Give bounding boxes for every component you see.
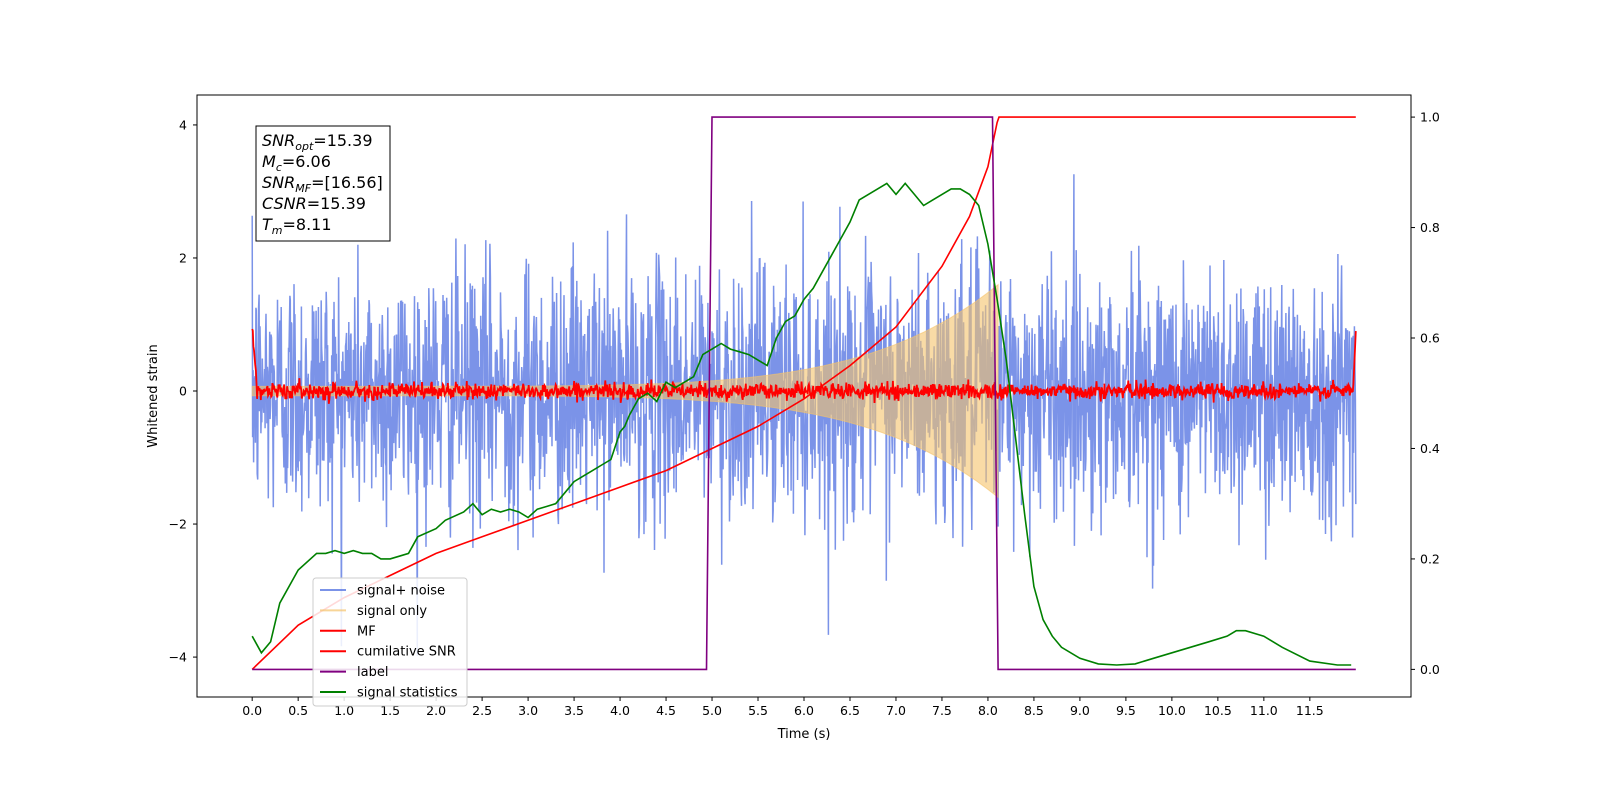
x-tick-label: 8.0 [978, 703, 998, 718]
x-tick-label: 9.5 [1116, 703, 1136, 718]
annotation-line: Tm=8.11 [262, 215, 332, 237]
annotation-line: SNRopt=15.39 [262, 131, 373, 153]
y-left-tick-label: 2 [179, 250, 187, 265]
legend-label-signal-noise: signal+ noise [357, 584, 445, 599]
x-tick-label: 6.0 [794, 703, 814, 718]
series-layer [251, 116, 1357, 671]
legend-label-signal-statistics: signal statistics [357, 686, 458, 701]
y-left-tick-label: −4 [169, 650, 187, 665]
x-tick-label: 4.0 [610, 703, 630, 718]
y-right-tick-label: 0.0 [1420, 662, 1440, 677]
series-label [252, 116, 1356, 671]
x-tick-label: 4.5 [656, 703, 676, 718]
y-axis-right-ticks: 1.0 0.8 0.6 0.4 0.2 0.0 [1411, 110, 1440, 677]
annotation-line: SNRMF=[16.56] [262, 173, 383, 195]
y-right-tick-label: 1.0 [1420, 110, 1440, 125]
x-tick-label: 11.0 [1250, 703, 1278, 718]
x-tick-label: 1.0 [334, 703, 354, 718]
y-right-tick-label: 0.8 [1420, 220, 1440, 235]
legend-label-signal-only: signal only [357, 604, 427, 619]
y-right-tick-label: 0.6 [1420, 331, 1440, 346]
x-tick-label: 8.5 [1024, 703, 1044, 718]
series-cumilative-snr [251, 116, 1356, 670]
annotation-box: SNRopt=15.39Mc=6.06SNRMF=[16.56]CSNR=15.… [255, 125, 391, 242]
x-tick-label: 11.5 [1296, 703, 1324, 718]
y-left-tick-label: 0 [179, 384, 187, 399]
x-tick-label: 2.0 [426, 703, 446, 718]
x-axis-label: Time (s) [777, 727, 831, 742]
legend-label-cumilative-snr: cumilative SNR [357, 645, 456, 660]
x-tick-label: 5.5 [748, 703, 768, 718]
legend: signal+ noise signal only MF cumilative SNR… [312, 577, 468, 707]
x-axis-ticks: 0.0 0.5 1.0 1.5 2.0 2.5 3.0 3.5 4.0 4.5 5.0 5.5 6.0 6… [242, 697, 1324, 718]
y-right-tick-label: 0.2 [1420, 551, 1440, 566]
y-left-tick-label: −2 [169, 517, 187, 532]
series-signal-statistics [251, 182, 1352, 666]
x-tick-label: 5.0 [702, 703, 722, 718]
x-tick-label: 3.0 [518, 703, 538, 718]
y-axis-label: Whitened strain [146, 344, 161, 447]
annotation-line: Mc=6.06 [262, 152, 331, 174]
y-left-tick-label: 4 [179, 117, 187, 132]
legend-label-mf: MF [357, 624, 376, 639]
x-tick-label: 2.5 [472, 703, 492, 718]
x-tick-label: 0.5 [288, 703, 308, 718]
series-signal-only [251, 283, 999, 499]
y-axis-left-ticks: 4 2 0 −2 −4 [169, 117, 197, 665]
x-tick-label: 7.0 [886, 703, 906, 718]
x-tick-label: 9.0 [1070, 703, 1090, 718]
x-tick-label: 6.5 [840, 703, 860, 718]
y-right-tick-label: 0.4 [1420, 441, 1440, 456]
x-tick-label: 10.5 [1204, 703, 1232, 718]
legend-label-label: label [357, 665, 388, 680]
x-tick-label: 3.5 [564, 703, 584, 718]
x-tick-label: 7.5 [932, 703, 952, 718]
x-tick-label: 0.0 [242, 703, 262, 718]
x-tick-label: 10.0 [1158, 703, 1186, 718]
x-tick-label: 1.5 [380, 703, 400, 718]
annotation-line: CSNR=15.39 [262, 194, 366, 213]
